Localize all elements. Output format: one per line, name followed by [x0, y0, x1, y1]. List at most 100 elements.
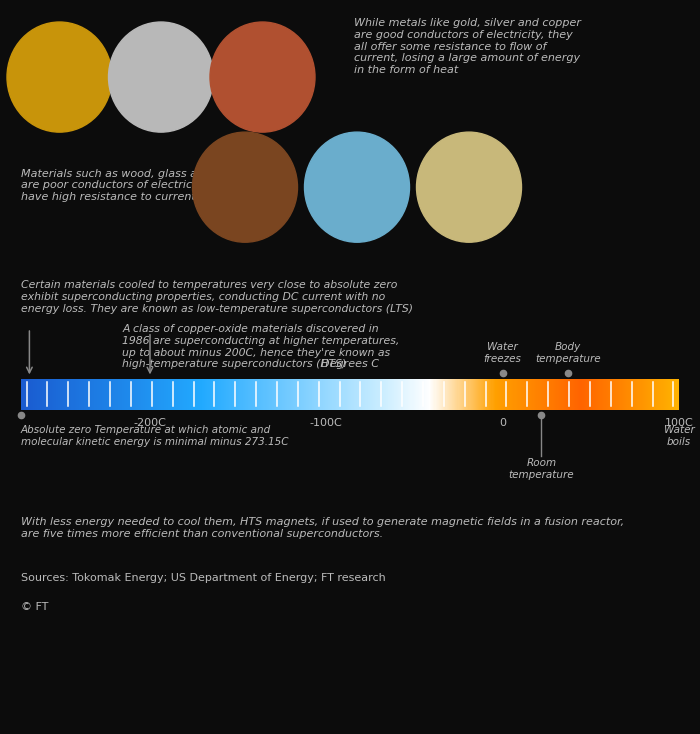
Bar	[371, 379, 372, 410]
Bar	[116, 379, 118, 410]
Text: Water
freezes: Water freezes	[484, 343, 522, 364]
Bar	[199, 379, 201, 410]
Bar	[339, 379, 340, 410]
Bar	[532, 379, 533, 410]
Bar	[326, 379, 327, 410]
Bar	[668, 379, 669, 410]
Bar	[182, 379, 183, 410]
Bar	[201, 379, 202, 410]
Bar	[66, 379, 67, 410]
Bar	[144, 379, 145, 410]
Bar	[31, 379, 32, 410]
Bar	[573, 379, 574, 410]
Bar	[300, 379, 301, 410]
Bar	[367, 379, 368, 410]
Bar	[60, 379, 62, 410]
Bar	[226, 379, 228, 410]
Bar	[360, 379, 361, 410]
Bar	[550, 379, 551, 410]
Bar	[130, 379, 131, 410]
Bar	[159, 379, 160, 410]
Bar	[315, 379, 316, 410]
Bar	[120, 379, 121, 410]
Bar	[612, 379, 613, 410]
Bar	[76, 379, 77, 410]
Bar	[400, 379, 402, 410]
Bar	[147, 379, 148, 410]
Bar	[462, 379, 463, 410]
Bar	[613, 379, 615, 410]
Bar	[54, 379, 55, 410]
Bar	[280, 379, 281, 410]
Bar	[470, 379, 472, 410]
Bar	[34, 379, 35, 410]
Bar	[447, 379, 449, 410]
Bar	[486, 379, 487, 410]
Bar	[410, 379, 412, 410]
Bar	[321, 379, 323, 410]
Bar	[495, 379, 496, 410]
Bar	[156, 379, 157, 410]
Bar	[247, 379, 248, 410]
Bar	[534, 379, 536, 410]
Bar	[83, 379, 85, 410]
Bar	[421, 379, 422, 410]
Bar	[318, 379, 319, 410]
Bar	[561, 379, 563, 410]
Bar	[281, 379, 282, 410]
Circle shape	[210, 22, 315, 132]
Bar	[633, 379, 634, 410]
Bar	[520, 379, 521, 410]
Bar	[181, 379, 182, 410]
Text: Room
temperature: Room temperature	[509, 458, 574, 479]
Bar	[361, 379, 362, 410]
Bar	[385, 379, 386, 410]
Bar	[178, 379, 179, 410]
Bar	[473, 379, 474, 410]
Bar	[607, 379, 608, 410]
Bar	[432, 379, 433, 410]
Bar	[122, 379, 123, 410]
Bar	[435, 379, 437, 410]
Bar	[444, 379, 445, 410]
Bar	[132, 379, 133, 410]
Bar	[477, 379, 478, 410]
Bar	[52, 379, 54, 410]
Bar	[184, 379, 186, 410]
Bar	[395, 379, 396, 410]
Bar	[67, 379, 68, 410]
Bar	[126, 379, 127, 410]
Bar	[106, 379, 108, 410]
Bar	[190, 379, 191, 410]
Bar	[396, 379, 397, 410]
Bar	[646, 379, 648, 410]
Bar	[253, 379, 255, 410]
Bar	[630, 379, 631, 410]
Bar	[224, 379, 225, 410]
Bar	[139, 379, 141, 410]
Bar	[559, 379, 561, 410]
Bar	[312, 379, 313, 410]
Bar	[275, 379, 276, 410]
Bar	[456, 379, 458, 410]
Bar	[33, 379, 34, 410]
Bar	[262, 379, 263, 410]
Bar	[455, 379, 456, 410]
Text: Absolute zero Temperature at which atomic and
molecular kinetic energy is minima: Absolute zero Temperature at which atomi…	[21, 425, 288, 446]
Bar	[420, 379, 421, 410]
Bar	[485, 379, 486, 410]
Bar	[452, 379, 453, 410]
Bar	[314, 379, 315, 410]
Bar	[148, 379, 149, 410]
Bar	[408, 379, 409, 410]
Bar	[652, 379, 654, 410]
Bar	[547, 379, 549, 410]
Bar	[284, 379, 286, 410]
Bar	[430, 379, 431, 410]
Bar	[381, 379, 382, 410]
Bar	[394, 379, 395, 410]
Bar	[232, 379, 234, 410]
Bar	[465, 379, 466, 410]
Bar	[439, 379, 440, 410]
Bar	[508, 379, 509, 410]
